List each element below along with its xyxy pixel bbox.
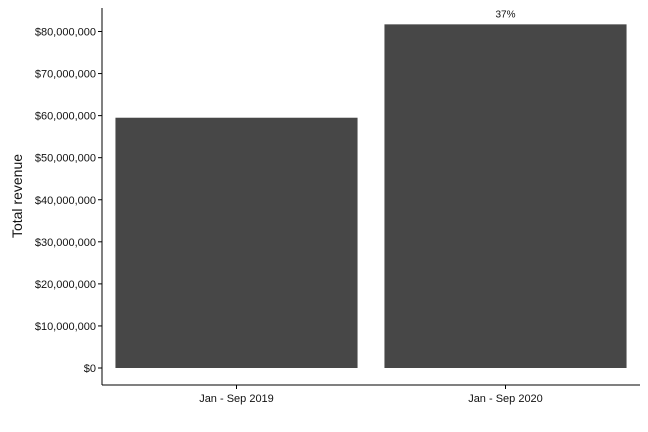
y-tick-label: $40,000,000 (35, 195, 96, 207)
y-tick-label: $0 (84, 363, 96, 375)
y-tick-label: $60,000,000 (35, 111, 96, 123)
x-tick-label: Jan - Sep 2020 (468, 393, 543, 405)
bars-group (115, 24, 627, 369)
y-tick-label: $50,000,000 (35, 153, 96, 165)
y-tick-label: $20,000,000 (35, 279, 96, 291)
data-labels-group: 37% (495, 9, 515, 20)
bar (384, 24, 627, 369)
y-tick-label: $80,000,000 (35, 27, 96, 39)
y-axis: $0 $10,000,000 $20,000,000 $30,000,000 $40,0… (35, 8, 103, 385)
y-axis-title: Total revenue (9, 154, 25, 238)
bar (115, 117, 358, 369)
bar-data-label: 37% (495, 9, 515, 20)
y-tick-label: $30,000,000 (35, 237, 96, 249)
y-tick-label: $10,000,000 (35, 321, 96, 333)
x-axis: Jan - Sep 2019 Jan - Sep 2020 (102, 384, 640, 405)
y-tick-label: $70,000,000 (35, 69, 96, 81)
x-tick-label: Jan - Sep 2019 (199, 393, 274, 405)
